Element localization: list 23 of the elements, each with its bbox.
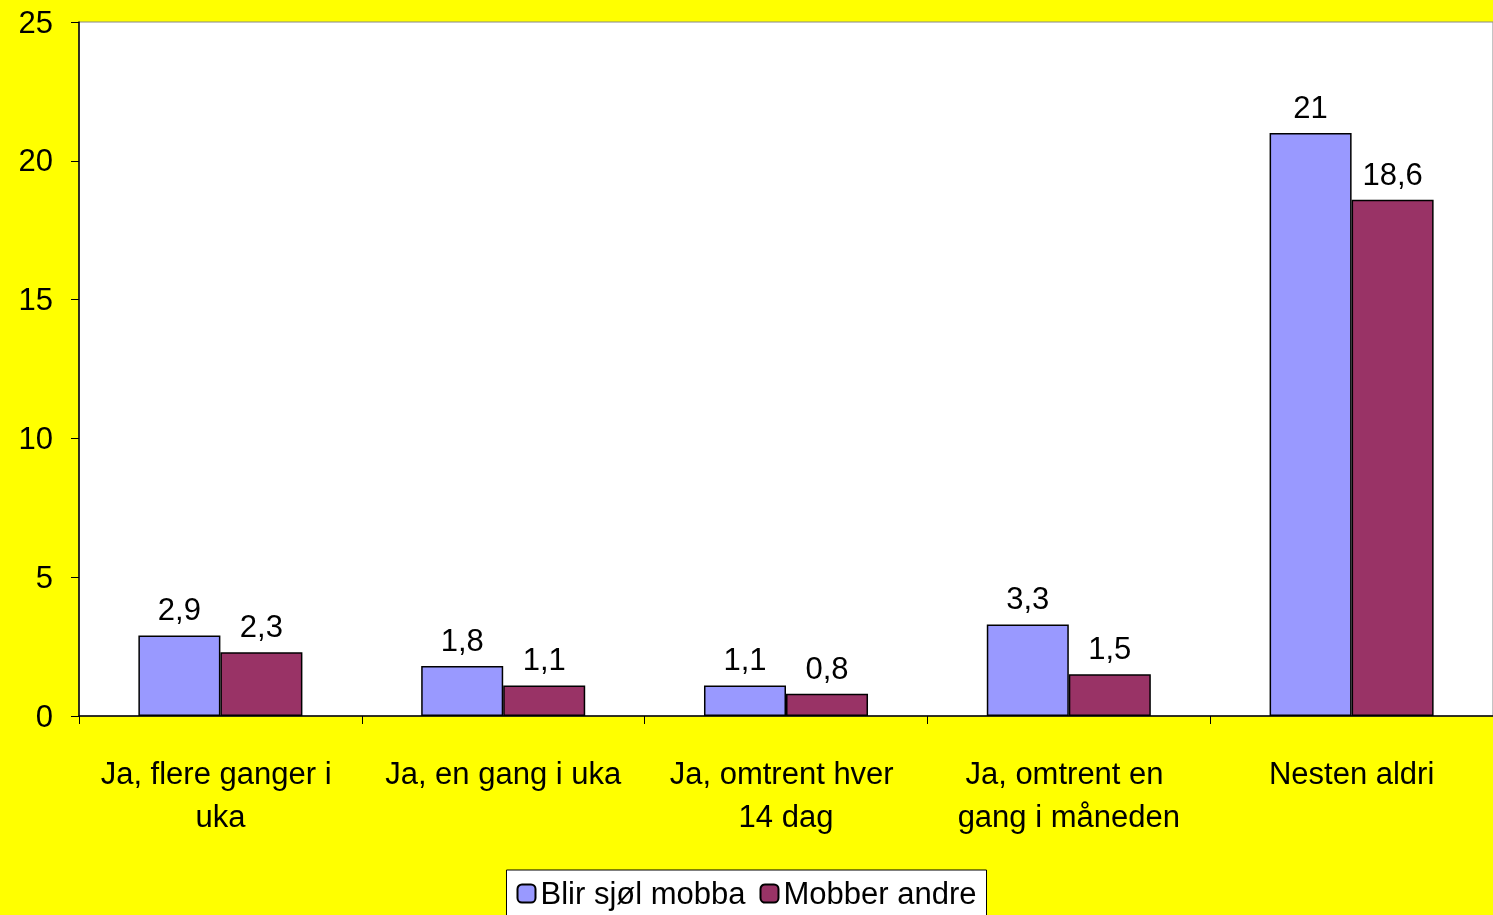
data-label: 1,1 xyxy=(723,642,767,678)
data-label: 21 xyxy=(1293,90,1328,126)
y-tick-label: 5 xyxy=(35,559,53,595)
data-label: 18,6 xyxy=(1362,156,1423,192)
y-tick-label: 25 xyxy=(18,4,53,40)
x-tick-label: Ja, en gang i uka xyxy=(385,756,623,791)
legend-label: Blir sjøl mobba xyxy=(540,876,747,911)
y-tick-label: 0 xyxy=(35,698,53,734)
legend-label: Mobber andre xyxy=(783,876,977,911)
data-label: 0,8 xyxy=(805,650,849,686)
x-tick-label: Ja, omtrent en gang i måneden xyxy=(957,756,1180,834)
y-tick-label: 15 xyxy=(18,282,53,318)
data-label: 1,8 xyxy=(440,623,484,659)
data-label: 2,3 xyxy=(239,609,283,645)
y-tick-label: 10 xyxy=(18,420,53,456)
data-label: 1,1 xyxy=(522,642,566,678)
x-tick-label: Ja, omtrent hver 14 dag xyxy=(669,756,903,834)
y-tick-label: 20 xyxy=(18,143,53,179)
x-tick-label: Nesten aldri xyxy=(1268,756,1435,791)
data-label: 1,5 xyxy=(1088,631,1132,667)
x-tick-label: Ja, flere ganger i uka xyxy=(100,756,341,834)
data-label: 3,3 xyxy=(1006,581,1050,617)
data-label: 2,9 xyxy=(157,592,201,628)
